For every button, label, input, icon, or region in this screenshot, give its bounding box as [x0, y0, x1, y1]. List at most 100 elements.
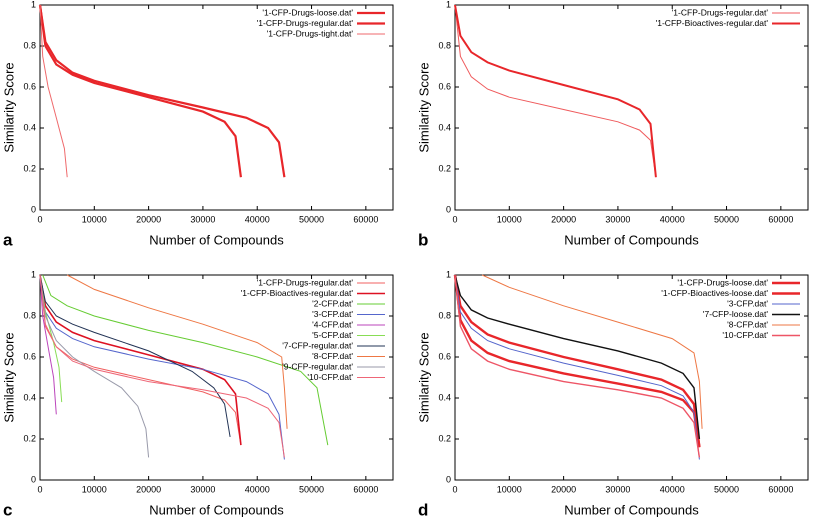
x-tick-label: 30000: [605, 214, 630, 224]
y-tick-label: 0.6: [438, 351, 451, 361]
data-line: [454, 274, 701, 458]
y-tick-label: 0.6: [23, 81, 36, 91]
x-tick-label: 40000: [245, 484, 270, 494]
legend-label: '8-CFP.dat': [727, 319, 768, 329]
plot-frame: [454, 274, 809, 481]
y-tick-label: 0.8: [23, 310, 36, 320]
data-line: [481, 274, 703, 429]
legend-label: '1-CFP-Bioactives-regular.dat': [656, 18, 769, 28]
y-tick-label: 0.2: [23, 163, 36, 173]
legend-label: '1-CFP-Drugs-regular.dat': [672, 7, 769, 17]
y-tick-label: 0.4: [438, 122, 451, 132]
legend-label: '10-CFP.dat': [722, 330, 768, 340]
legend-label: '10-CFP.dat': [307, 372, 353, 382]
x-tick-label: 60000: [353, 214, 378, 224]
x-tick-label: 10000: [82, 484, 107, 494]
legend-label: '8-CFP.dat': [312, 351, 353, 361]
x-tick-label: 50000: [299, 214, 324, 224]
legend-label: '7-CFP-regular.dat': [282, 340, 353, 350]
legend-label: '5-CFP.dat': [312, 330, 353, 340]
y-tick-label: 0.4: [438, 392, 451, 402]
x-tick-label: 30000: [605, 484, 630, 494]
y-tick-label: 0.2: [438, 433, 451, 443]
legend-label: '1-CFP-Drugs-loose.dat': [262, 7, 353, 17]
plot-frame: [454, 4, 809, 211]
legend-label: '9-CFP-regular.dat': [282, 361, 353, 371]
x-axis-label: Number of Compounds: [149, 232, 284, 247]
x-tick-label: 40000: [245, 214, 270, 224]
y-tick-label: 0.6: [23, 351, 36, 361]
x-axis-label: Number of Compounds: [564, 502, 699, 517]
x-tick-label: 0: [452, 214, 457, 224]
data-line: [453, 274, 701, 448]
x-tick-label: 0: [37, 484, 42, 494]
y-tick-label: 1: [446, 0, 451, 9]
x-tick-label: 40000: [660, 214, 685, 224]
x-tick-label: 40000: [660, 484, 685, 494]
data-line: [39, 274, 285, 460]
x-tick-label: 60000: [353, 484, 378, 494]
y-tick-label: 0.4: [23, 122, 36, 132]
data-line: [39, 274, 150, 458]
legend-label: '4-CFP.dat': [312, 319, 353, 329]
legend-label: '1-CFP-Drugs-loose.dat': [677, 277, 768, 287]
y-tick-label: 1: [446, 269, 451, 279]
y-axis-label: Similarity Score: [416, 332, 431, 422]
legend-label: '1-CFP-Drugs-regular.dat': [257, 18, 354, 28]
data-line: [42, 274, 329, 446]
data-line: [454, 4, 657, 178]
data-line: [39, 274, 231, 437]
x-tick-label: 20000: [136, 214, 161, 224]
x-tick-label: 60000: [768, 214, 793, 224]
legend-label: '1-CFP-Bioactives-regular.dat': [241, 288, 354, 298]
panel-label: c: [3, 500, 12, 519]
y-tick-label: 0.2: [23, 433, 36, 443]
panel-label: d: [418, 500, 428, 519]
x-tick-label: 50000: [299, 484, 324, 494]
y-tick-label: 0.8: [23, 40, 36, 50]
legend-label: '1-CFP-Drugs-regular.dat': [257, 277, 354, 287]
legend-label: '3-CFP.dat': [727, 298, 768, 308]
panel-label: a: [3, 230, 13, 249]
x-tick-label: 20000: [551, 484, 576, 494]
x-tick-label: 10000: [497, 214, 522, 224]
data-line: [454, 274, 701, 440]
x-tick-label: 20000: [136, 484, 161, 494]
legend-label: '2-CFP.dat': [312, 298, 353, 308]
data-line: [39, 4, 68, 178]
panel-label: b: [418, 230, 428, 249]
legend-label: '1-CFP-Bioactives-loose.dat': [661, 288, 768, 298]
x-tick-label: 30000: [190, 214, 215, 224]
data-line: [39, 274, 242, 446]
data-line: [38, 4, 286, 178]
x-tick-label: 50000: [714, 214, 739, 224]
x-tick-label: 10000: [497, 484, 522, 494]
x-tick-label: 10000: [82, 214, 107, 224]
x-tick-label: 20000: [551, 214, 576, 224]
y-tick-label: 0.8: [438, 310, 451, 320]
y-tick-label: 0: [446, 474, 451, 484]
legend-label: '7-CFP-loose.dat': [703, 309, 769, 319]
data-line: [39, 274, 57, 415]
data-line: [66, 274, 288, 429]
x-axis-label: Number of Compounds: [149, 502, 284, 517]
y-axis-label: Similarity Score: [1, 62, 16, 152]
legend-label: '3-CFP.dat': [312, 309, 353, 319]
x-tick-label: 30000: [190, 484, 215, 494]
legend-label: '1-CFP-Drugs-tight.dat': [267, 28, 354, 38]
x-tick-label: 50000: [714, 484, 739, 494]
y-tick-label: 0.2: [438, 163, 451, 173]
plot-frame: [39, 4, 394, 211]
y-tick-label: 0: [31, 204, 36, 214]
y-tick-label: 1: [31, 0, 36, 9]
y-tick-label: 0: [446, 204, 451, 214]
x-tick-label: 0: [37, 214, 42, 224]
data-line: [39, 274, 285, 458]
data-line: [454, 274, 700, 460]
data-line: [454, 4, 657, 178]
data-line: [39, 274, 242, 446]
y-tick-label: 0.4: [23, 392, 36, 402]
y-axis-label: Similarity Score: [1, 332, 16, 422]
